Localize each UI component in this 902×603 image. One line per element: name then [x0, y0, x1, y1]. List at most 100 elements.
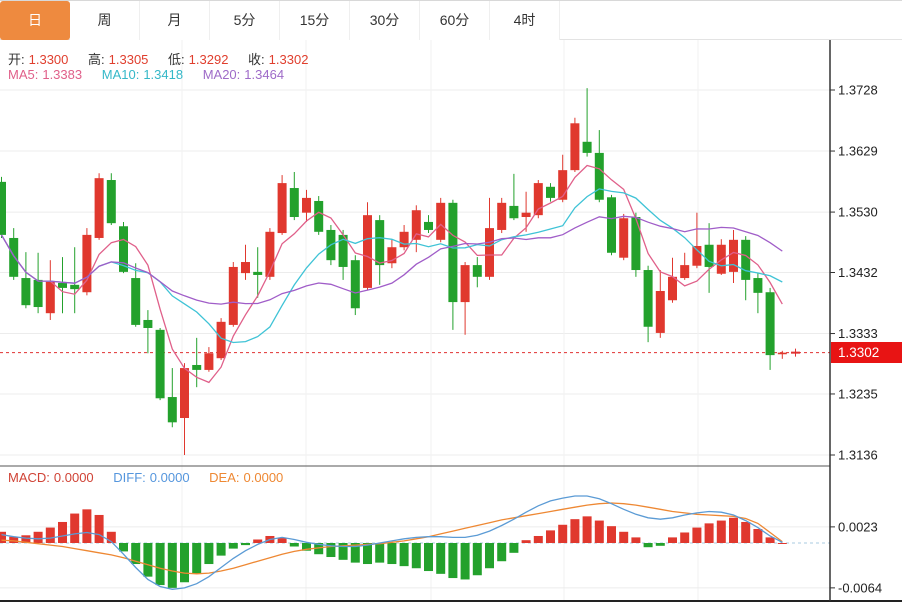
macd-bar [716, 520, 726, 543]
candle-body [472, 265, 482, 277]
macd-bar [619, 531, 629, 543]
macd-bar [509, 543, 519, 553]
ohlc-legend: 开: 1.3300 高: 1.3305 低: 1.3292 收: 1.3302 [8, 49, 312, 68]
candle-body [509, 205, 519, 219]
candle-body [167, 397, 177, 423]
tab-30min[interactable]: 30分 [350, 1, 420, 40]
macd-bar [631, 537, 641, 543]
macd-bar [546, 530, 555, 543]
macd-bar [180, 543, 189, 583]
candle-body [448, 202, 458, 303]
macd-bar [558, 524, 568, 543]
macd-bar [143, 543, 153, 577]
candle-body [21, 278, 31, 306]
timeframe-tabs: 日 周 月 5分 15分 30分 60分 4时 [0, 0, 902, 40]
axis-tick-label: 1.3629 [838, 144, 878, 159]
macd-bar [448, 543, 458, 579]
diff-label: DIFF: [113, 470, 146, 485]
tab-day[interactable]: 日 [0, 1, 70, 40]
candle-body [94, 178, 104, 238]
candle-body [741, 239, 751, 280]
candle-body [363, 215, 372, 288]
candle-body [546, 186, 555, 198]
axis-tick-label: 1.3333 [838, 326, 878, 341]
macd-bar [741, 521, 751, 543]
candle-body [204, 353, 214, 370]
macd-bar [387, 543, 397, 565]
macd-bar [21, 535, 31, 543]
macd-bar [643, 543, 653, 548]
candle-body [729, 239, 738, 272]
candle-body [192, 364, 202, 370]
ma20-line [0, 215, 783, 305]
ma20-value: 1.3464 [244, 67, 285, 82]
close-label: 收: [248, 52, 265, 67]
macd-bar [94, 514, 104, 543]
high-label: 高: [88, 52, 105, 67]
macd-bar [668, 537, 677, 543]
candle-body [655, 290, 665, 333]
tab-month[interactable]: 月 [140, 1, 210, 40]
candle-body [82, 234, 92, 293]
candle-body [289, 188, 299, 218]
candle-body [692, 245, 702, 266]
candle-body [0, 181, 6, 235]
macd-bar [326, 543, 336, 558]
macd-bar [472, 543, 482, 576]
macd-bar [350, 543, 360, 563]
candle-body [594, 152, 604, 200]
candle-body [436, 202, 446, 240]
macd-bar [692, 527, 702, 543]
open-value: 1.3300 [28, 52, 69, 67]
macd-bar [228, 543, 238, 549]
low-label: 低: [168, 52, 185, 67]
candle-body [180, 368, 189, 419]
macd-bar [570, 519, 580, 543]
candle-body [399, 231, 409, 248]
candle-body [9, 237, 19, 277]
candle-body [143, 319, 153, 328]
tab-60min[interactable]: 60分 [420, 1, 490, 40]
axis-tick-label: 1.3530 [838, 205, 878, 220]
macd-histogram [0, 509, 787, 588]
current-price-marker [791, 348, 800, 357]
ma-legend: MA5: 1.3383 MA10: 1.3418 MA20: 1.3464 [8, 67, 288, 82]
macd-bar [167, 543, 177, 588]
candle-body [668, 276, 677, 301]
ma10-label: MA10: [101, 67, 140, 82]
candle-body [704, 244, 714, 267]
axis-tick-label: 1.3235 [838, 386, 878, 401]
macd-bar [45, 527, 55, 543]
dea-value: 0.0000 [243, 470, 284, 485]
candle-body [228, 266, 238, 325]
macd-bar [655, 543, 665, 546]
macd-bar [33, 531, 43, 543]
tab-4hour[interactable]: 4时 [490, 1, 560, 40]
candles [0, 88, 787, 455]
macd-bar [521, 540, 531, 543]
low-value: 1.3292 [188, 52, 229, 67]
candle-body [387, 247, 397, 264]
macd-bar [582, 516, 592, 543]
macd-bar [411, 543, 421, 569]
candle-body [631, 217, 641, 271]
tab-5min[interactable]: 5分 [210, 1, 280, 40]
macd-bar [302, 543, 311, 551]
candle-body [460, 265, 470, 303]
macd-bar [375, 543, 385, 563]
tab-week[interactable]: 周 [70, 1, 140, 40]
candle-body [375, 220, 385, 266]
macd-value: 0.0000 [53, 470, 94, 485]
ma5-value: 1.3383 [42, 67, 83, 82]
macd-bar [289, 543, 299, 547]
macd-bar [106, 531, 116, 543]
axis-tick-label: 0.0023 [838, 519, 878, 534]
candle-body [533, 183, 543, 216]
candle-body [253, 271, 263, 275]
candle-body [302, 197, 311, 213]
macd-bar [765, 537, 775, 543]
tab-15min[interactable]: 15分 [280, 1, 350, 40]
candle-body [485, 228, 494, 277]
